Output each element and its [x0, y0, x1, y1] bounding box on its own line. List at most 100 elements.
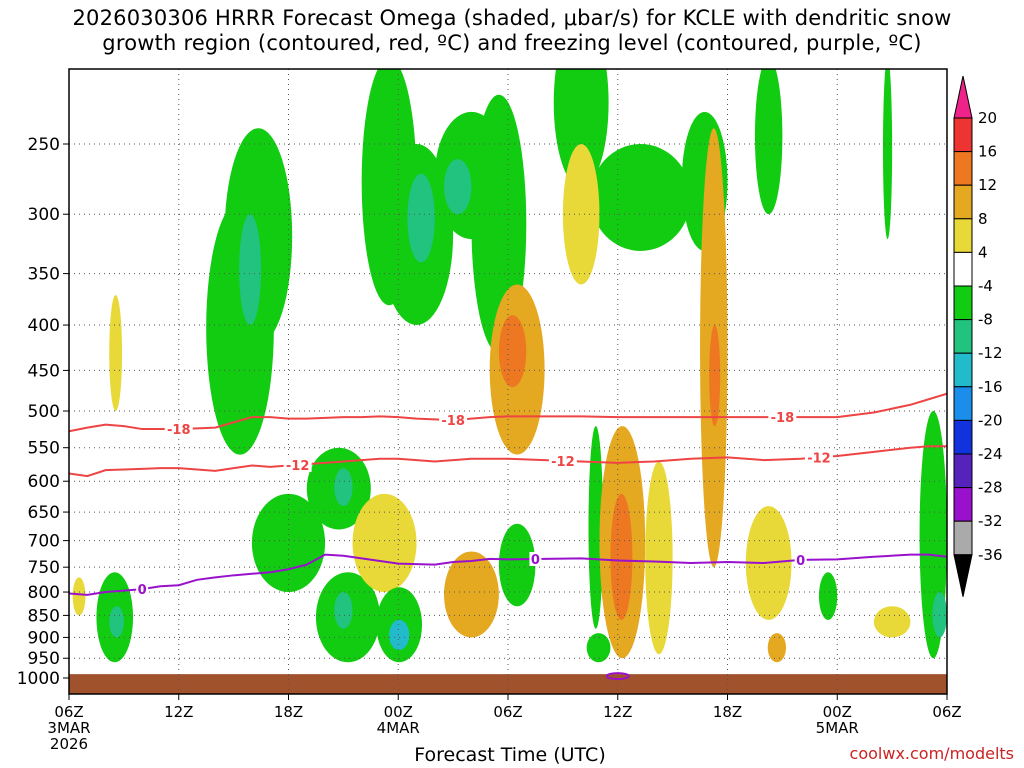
- chart-title: 2026030306 HRRR Forecast Omega (shaded, …: [72, 6, 952, 55]
- y-tick-label: 600: [28, 472, 60, 492]
- colorbar-bin: [953, 352, 973, 388]
- contour-label-bg: [794, 552, 807, 567]
- x-tick-label: 06Z: [932, 703, 961, 721]
- omega-region: [389, 619, 410, 651]
- colorbar-label: 4: [978, 243, 988, 261]
- colorbar-bin: [953, 419, 973, 455]
- omega-region: [334, 468, 353, 507]
- colorbar-bin: [953, 453, 973, 489]
- x-axis-title: Forecast Time (UTC): [414, 744, 606, 766]
- colorbar-bin: [953, 285, 973, 321]
- colorbar-bin: [953, 386, 973, 421]
- contour-label-bg: [768, 410, 797, 425]
- omega-region: [645, 461, 673, 655]
- contour-line: [69, 553, 947, 596]
- freezing-loop: [605, 672, 630, 681]
- colorbar-label: -4: [978, 277, 993, 295]
- contour-label-bg: [548, 453, 577, 468]
- omega-region: [443, 159, 472, 215]
- x-tick-label: 00Z: [384, 703, 413, 721]
- contour-label-bg: [439, 413, 468, 428]
- x-tick-label: 00Z: [823, 703, 852, 721]
- x-tick-label: 4MAR: [377, 719, 420, 737]
- omega-region: [562, 144, 600, 285]
- y-tick-label: 500: [28, 402, 60, 422]
- y-tick-label: 900: [28, 628, 60, 648]
- y-tick-label: 750: [28, 558, 60, 578]
- omega-region: [754, 69, 783, 215]
- omega-region: [407, 173, 435, 263]
- omega-region: [334, 592, 353, 629]
- contour-lines-layer: -18 -18 -18 -12 -12 -12 0 0 0: [69, 392, 947, 681]
- y-tick-label: 450: [28, 361, 60, 381]
- omega-region: [586, 633, 611, 663]
- contour-label-bg: [283, 457, 312, 472]
- colorbar-label: -36: [978, 546, 1003, 564]
- omega-region: [109, 606, 124, 638]
- omega-region: [553, 69, 609, 188]
- y-tick-label: 300: [28, 205, 60, 225]
- x-tick-label: 5MAR: [816, 719, 859, 737]
- contour-label-bg: [136, 582, 149, 597]
- omega-region: [239, 214, 262, 326]
- x-tick-label: 3MAR: [47, 719, 90, 737]
- x-tick-label: 12Z: [164, 703, 193, 721]
- omega-region: [443, 551, 499, 638]
- colorbar-label: -20: [978, 411, 1003, 429]
- contour-label: -18: [167, 423, 191, 438]
- colorbar-bin: [953, 487, 973, 522]
- x-tick-label: 06Z: [54, 703, 83, 721]
- colorbar-bin: [953, 151, 973, 186]
- omega-region: [873, 606, 911, 638]
- omega-region: [109, 295, 123, 412]
- y-tick-label: 400: [28, 316, 60, 336]
- colorbar-bin: [953, 251, 973, 287]
- colorbar-bin: [953, 319, 973, 354]
- omega-region: [818, 572, 838, 620]
- omega-region: [352, 493, 417, 593]
- colorbar-bottom-arrow: [953, 554, 973, 597]
- omega-region: [251, 493, 326, 593]
- colorbar-label: -24: [978, 445, 1003, 463]
- colorbar-label: 12: [978, 176, 997, 194]
- omega-region: [498, 315, 527, 388]
- contour-label: 0: [138, 583, 147, 598]
- x-tick-label: 2026: [50, 735, 88, 753]
- contour-label: -18: [771, 411, 795, 426]
- x-tick-label: 12Z: [603, 703, 632, 721]
- omega-region: [882, 69, 893, 240]
- omega-region: [72, 577, 86, 616]
- axes-layer: 2503003504004505005506006507007508008509…: [17, 135, 962, 753]
- contour-label: -12: [807, 451, 831, 466]
- y-tick-label: 800: [28, 583, 60, 603]
- colorbar-label: -8: [978, 311, 993, 329]
- contour-line: [69, 445, 947, 478]
- y-tick-label: 250: [28, 135, 60, 155]
- colorbar-bin: [953, 520, 973, 556]
- y-tick-label: 700: [28, 532, 60, 552]
- y-tick-label: 950: [28, 649, 60, 669]
- omega-region: [610, 493, 633, 620]
- y-tick-label: 350: [28, 265, 60, 285]
- contour-label-bg: [804, 450, 833, 465]
- contour-label: -18: [441, 414, 465, 429]
- contour-label: -12: [551, 455, 575, 470]
- omega-region: [590, 144, 691, 251]
- y-tick-label: 550: [28, 439, 60, 459]
- x-tick-label: 18Z: [713, 703, 742, 721]
- x-tick-label: 06Z: [493, 703, 522, 721]
- credit-link[interactable]: coolwx.com/modelts: [849, 744, 1014, 763]
- colorbar-top-arrow: [953, 75, 973, 119]
- colorbar-label: -32: [978, 512, 1003, 530]
- y-tick-label: 1000: [17, 669, 60, 689]
- x-tick-label: 18Z: [274, 703, 303, 721]
- colorbar-label: -16: [978, 378, 1003, 396]
- omega-region: [709, 325, 721, 427]
- colorbar-bin: [953, 117, 973, 153]
- contour-label: -12: [286, 459, 310, 474]
- omega-region: [932, 592, 947, 638]
- contour-label-bg: [164, 422, 193, 437]
- colorbar-label: -12: [978, 344, 1003, 362]
- colorbar: 20 16 12 8 4 -4 -8 -12 -16 -20 -24 -28 -32 -36: [953, 75, 1003, 597]
- omega-shading-layer: [72, 69, 947, 663]
